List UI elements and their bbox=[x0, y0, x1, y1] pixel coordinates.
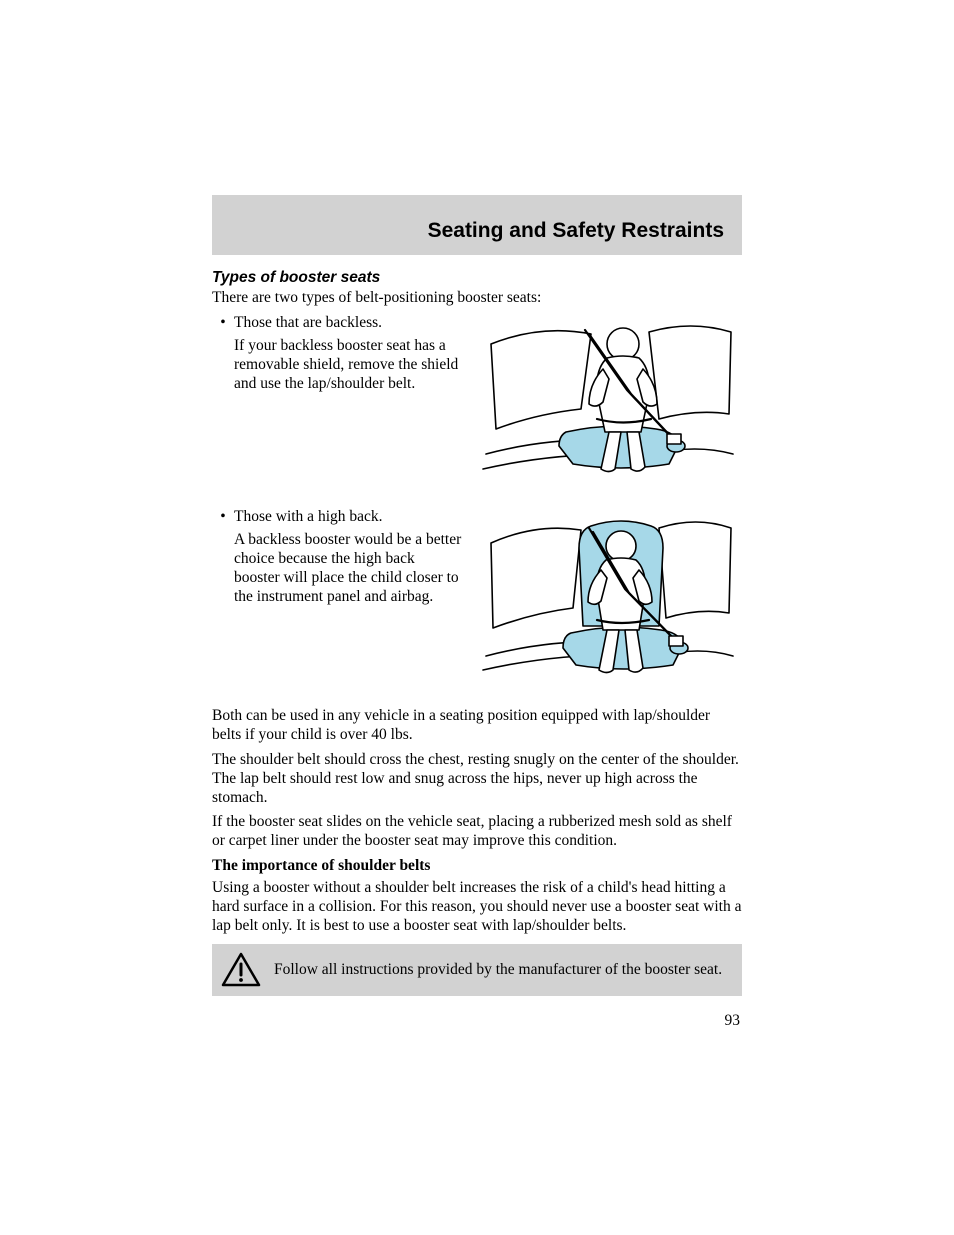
bullet-dot: • bbox=[212, 508, 234, 527]
bullet-1-detail: If your backless booster seat has a remo… bbox=[234, 337, 462, 394]
bold-heading: The importance of shoulder belts bbox=[212, 857, 742, 875]
header-band: Seating and Safety Restraints bbox=[212, 195, 742, 255]
highback-booster-illustration bbox=[481, 508, 736, 693]
backless-booster-illustration bbox=[481, 314, 736, 484]
bullet-2-detail: A backless booster would be a better cho… bbox=[234, 531, 462, 607]
page-title: Seating and Safety Restraints bbox=[230, 219, 724, 243]
warning-icon bbox=[221, 952, 261, 988]
booster-item-2: • Those with a high back. A backless boo… bbox=[212, 508, 742, 693]
para-2: The shoulder belt should cross the chest… bbox=[212, 751, 742, 808]
bullet-1-title: Those that are backless. bbox=[234, 314, 462, 333]
bullet-dot: • bbox=[212, 314, 234, 333]
para-4: Using a booster without a shoulder belt … bbox=[212, 879, 742, 936]
warning-callout: Follow all instructions provided by the … bbox=[212, 944, 742, 996]
page-number: 93 bbox=[725, 1012, 741, 1030]
section-subheading: Types of booster seats bbox=[212, 269, 742, 287]
para-3: If the booster seat slides on the vehicl… bbox=[212, 813, 742, 851]
booster-item-1: • Those that are backless. If your backl… bbox=[212, 314, 742, 484]
warning-text: Follow all instructions provided by the … bbox=[274, 961, 722, 980]
intro-text: There are two types of belt-positioning … bbox=[212, 289, 742, 308]
bullet-2-title: Those with a high back. bbox=[234, 508, 462, 527]
para-1: Both can be used in any vehicle in a sea… bbox=[212, 707, 742, 745]
